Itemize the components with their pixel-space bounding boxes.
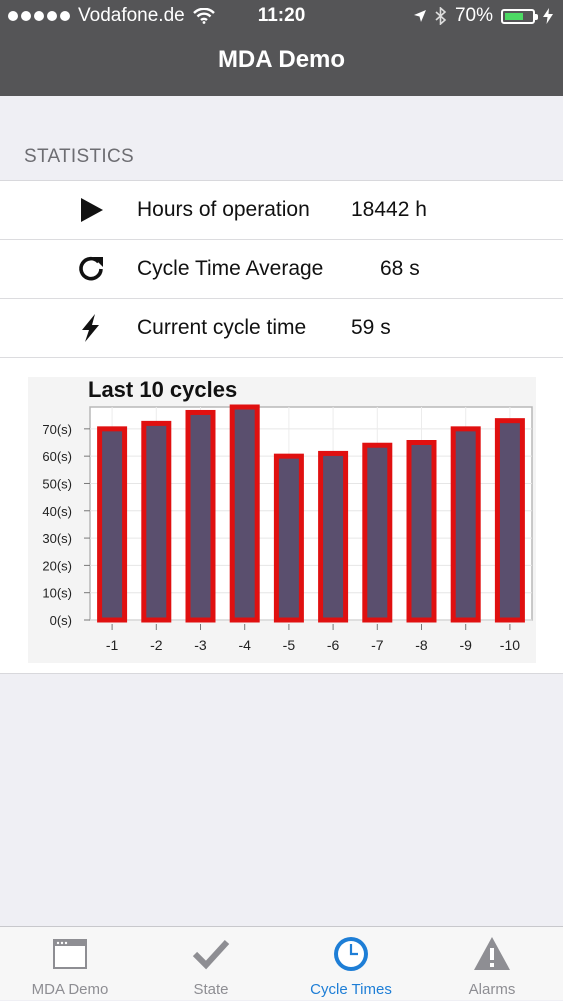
section-header: STATISTICS	[24, 146, 134, 167]
refresh-icon	[79, 256, 103, 281]
y-tick-label: 40(s)	[42, 504, 72, 519]
x-tick-label: -2	[150, 637, 163, 653]
tab-label: MDA Demo	[31, 981, 109, 998]
bar	[450, 426, 481, 623]
charging-bolt-icon	[543, 8, 553, 24]
bar	[318, 450, 349, 623]
bluetooth-icon	[435, 7, 447, 25]
tab-alarms[interactable]: Alarms	[422, 927, 562, 1001]
tab-mda-demo[interactable]: MDA Demo	[0, 927, 140, 1001]
stat-row-average: Cycle Time Average 68 s	[0, 240, 563, 299]
location-arrow-icon	[413, 10, 426, 22]
status-left: Vodafone.de	[8, 0, 215, 32]
cycle-chart: Last 10 cycles 0(s) 10(s) 20(s) 30(s) 40(s) 5…	[28, 377, 536, 663]
bar	[141, 420, 172, 623]
stat-label: Cycle Time Average	[137, 257, 324, 280]
stat-value: 68 s	[380, 257, 420, 280]
x-tick-label: -7	[371, 637, 384, 653]
bolt-icon	[82, 314, 99, 342]
top-bar: Vodafone.de 11:20 70% MDA Demo	[0, 0, 563, 96]
y-tick-label: 50(s)	[42, 476, 72, 491]
checkmark-icon	[192, 939, 230, 970]
y-tick-label: 10(s)	[42, 586, 72, 601]
clock-icon	[334, 937, 368, 971]
carrier-label: Vodafone.de	[78, 5, 185, 26]
bar	[362, 442, 393, 623]
window-icon	[53, 939, 87, 969]
bar	[273, 453, 304, 623]
x-tick-label: -1	[106, 637, 119, 653]
x-tick-label: -5	[283, 637, 296, 653]
tab-label: Alarms	[468, 981, 516, 998]
bar	[406, 440, 437, 623]
chart-svg: 0(s) 10(s) 20(s) 30(s) 40(s) 50(s) 60(s) 70(s) -…	[42, 404, 533, 653]
warning-icon	[474, 937, 510, 970]
battery-icon	[501, 8, 538, 24]
status-time: 11:20	[257, 5, 306, 26]
y-tick-label: 0(s)	[50, 613, 72, 628]
x-tick-label: -9	[459, 637, 472, 653]
stat-row-hours: Hours of operation 18442 h	[0, 181, 563, 240]
tab-state[interactable]: State	[141, 927, 281, 1001]
stat-label: Current cycle time	[137, 316, 307, 339]
tab-cycle-times[interactable]: Cycle Times	[281, 927, 421, 1001]
stat-row-current: Current cycle time 59 s	[0, 299, 563, 358]
x-tick-label: -10	[500, 637, 520, 653]
bar	[185, 409, 216, 623]
bar	[229, 404, 260, 623]
stat-value: 59 s	[351, 316, 391, 339]
chart-title: Last 10 cycles	[88, 377, 238, 402]
y-tick-label: 60(s)	[42, 449, 72, 464]
y-tick-label: 20(s)	[42, 558, 72, 573]
x-tick-label: -6	[327, 637, 340, 653]
tab-bar: MDA Demo State Cycle Times Alarms	[0, 926, 563, 1000]
status-bar: Vodafone.de 11:20 70%	[0, 0, 563, 32]
battery-fill	[505, 12, 524, 20]
bar	[494, 418, 525, 623]
y-tick-label: 70(s)	[42, 422, 72, 437]
nav-title: MDA Demo	[217, 46, 346, 73]
y-tick-label: 30(s)	[42, 531, 72, 546]
stat-label: Hours of operation	[137, 198, 310, 221]
status-right: 70%	[413, 0, 553, 32]
x-tick-label: -8	[415, 637, 428, 653]
tab-label: State	[193, 981, 229, 998]
x-tick-label: -3	[194, 637, 207, 653]
bar	[97, 426, 128, 623]
x-tick-label: -4	[238, 637, 251, 653]
statistics-card: Hours of operation 18442 h Cycle Time Av…	[0, 180, 563, 674]
stat-value: 18442 h	[351, 198, 427, 221]
tab-label: Cycle Times	[310, 981, 392, 998]
signal-dots-icon	[8, 11, 70, 21]
battery-percent: 70%	[454, 5, 493, 26]
wifi-icon	[192, 8, 215, 24]
play-icon	[81, 198, 103, 222]
